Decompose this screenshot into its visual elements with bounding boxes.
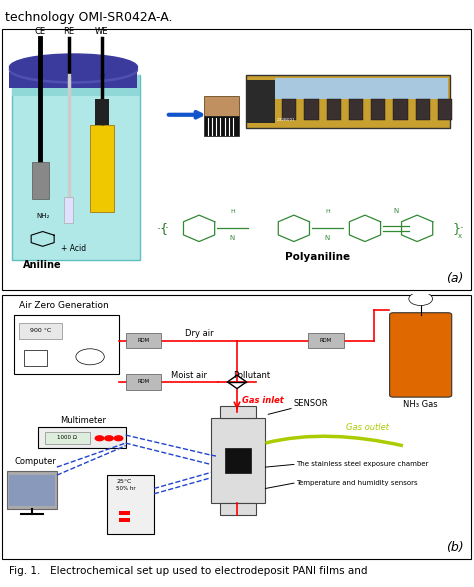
FancyBboxPatch shape (246, 75, 450, 128)
Text: (a): (a) (446, 272, 464, 285)
Circle shape (76, 349, 104, 365)
FancyBboxPatch shape (118, 511, 130, 515)
FancyBboxPatch shape (225, 448, 251, 473)
FancyBboxPatch shape (38, 427, 126, 448)
Text: Dry air: Dry air (185, 329, 213, 338)
Text: WE: WE (95, 27, 109, 36)
FancyBboxPatch shape (246, 80, 275, 123)
Text: RDM: RDM (320, 338, 332, 343)
FancyBboxPatch shape (19, 323, 62, 339)
FancyBboxPatch shape (9, 475, 55, 506)
FancyBboxPatch shape (118, 518, 130, 522)
Text: The stainless steel exposure chamber: The stainless steel exposure chamber (296, 461, 428, 467)
FancyBboxPatch shape (126, 333, 161, 348)
FancyBboxPatch shape (12, 75, 140, 260)
FancyBboxPatch shape (304, 99, 319, 120)
Text: Computer: Computer (15, 457, 56, 467)
Text: ·: · (460, 222, 464, 235)
Text: (b): (b) (446, 541, 464, 554)
FancyBboxPatch shape (204, 96, 239, 116)
Text: technology OMI-SR042A-A.: technology OMI-SR042A-A. (5, 11, 172, 23)
Text: Z32B001: Z32B001 (277, 119, 296, 122)
Text: Temperature and humidity sensors: Temperature and humidity sensors (296, 480, 418, 486)
Text: Multimeter: Multimeter (60, 416, 106, 425)
Text: }: } (453, 222, 461, 235)
FancyBboxPatch shape (90, 125, 114, 212)
FancyBboxPatch shape (282, 99, 296, 120)
FancyBboxPatch shape (95, 99, 109, 125)
FancyBboxPatch shape (64, 197, 73, 223)
Text: Polyaniline: Polyaniline (285, 252, 350, 262)
Circle shape (114, 436, 123, 441)
FancyBboxPatch shape (2, 295, 471, 559)
Text: RE: RE (63, 27, 74, 36)
Text: Gas inlet: Gas inlet (242, 396, 283, 405)
FancyBboxPatch shape (327, 99, 341, 120)
Text: CE: CE (35, 27, 46, 36)
Text: Air Zero Generation: Air Zero Generation (19, 301, 109, 310)
Text: SENSOR: SENSOR (294, 399, 328, 408)
FancyBboxPatch shape (14, 315, 118, 374)
Text: RDM: RDM (137, 338, 149, 343)
Text: ·: · (164, 222, 168, 235)
FancyBboxPatch shape (12, 75, 140, 96)
FancyBboxPatch shape (393, 99, 408, 120)
Text: H: H (230, 209, 235, 214)
FancyBboxPatch shape (7, 471, 57, 508)
Text: ·{: ·{ (156, 222, 168, 235)
FancyBboxPatch shape (45, 431, 90, 444)
FancyBboxPatch shape (220, 503, 256, 515)
Circle shape (105, 436, 113, 441)
Circle shape (95, 436, 104, 441)
FancyBboxPatch shape (9, 73, 137, 88)
FancyBboxPatch shape (371, 99, 385, 120)
FancyBboxPatch shape (416, 99, 430, 120)
FancyBboxPatch shape (220, 406, 256, 418)
FancyBboxPatch shape (390, 313, 452, 397)
Text: Fig. 1.   Electrochemical set up used to electrodeposit PANI films and: Fig. 1. Electrochemical set up used to e… (9, 566, 368, 576)
FancyBboxPatch shape (107, 475, 154, 534)
Ellipse shape (9, 56, 137, 83)
Text: NH₂: NH₂ (36, 212, 49, 219)
FancyBboxPatch shape (32, 162, 49, 200)
Text: 900 °C: 900 °C (30, 328, 51, 333)
Text: N: N (393, 208, 399, 214)
Text: 25°C: 25°C (116, 479, 131, 484)
Text: 50% hr: 50% hr (116, 486, 136, 491)
FancyBboxPatch shape (24, 350, 47, 366)
FancyBboxPatch shape (438, 99, 452, 120)
FancyBboxPatch shape (308, 333, 344, 348)
Text: N: N (230, 235, 235, 241)
FancyBboxPatch shape (204, 116, 239, 136)
Text: Aniline: Aniline (23, 260, 62, 270)
Text: 1000 Ω: 1000 Ω (57, 436, 77, 440)
Text: N: N (325, 235, 330, 241)
Text: x: x (457, 233, 462, 239)
Text: NH₃ Gas: NH₃ Gas (403, 400, 438, 409)
Text: Moist air: Moist air (171, 371, 207, 380)
Ellipse shape (9, 54, 137, 80)
FancyBboxPatch shape (349, 99, 363, 120)
FancyBboxPatch shape (126, 374, 161, 390)
FancyBboxPatch shape (2, 29, 471, 291)
Text: + Acid: + Acid (61, 244, 86, 253)
FancyBboxPatch shape (211, 418, 265, 503)
Text: RDM: RDM (137, 379, 149, 384)
FancyBboxPatch shape (275, 77, 448, 99)
Text: H: H (325, 209, 330, 214)
Circle shape (409, 292, 432, 305)
Text: Pollutant: Pollutant (233, 371, 270, 380)
Text: Gas outlet: Gas outlet (346, 423, 389, 431)
